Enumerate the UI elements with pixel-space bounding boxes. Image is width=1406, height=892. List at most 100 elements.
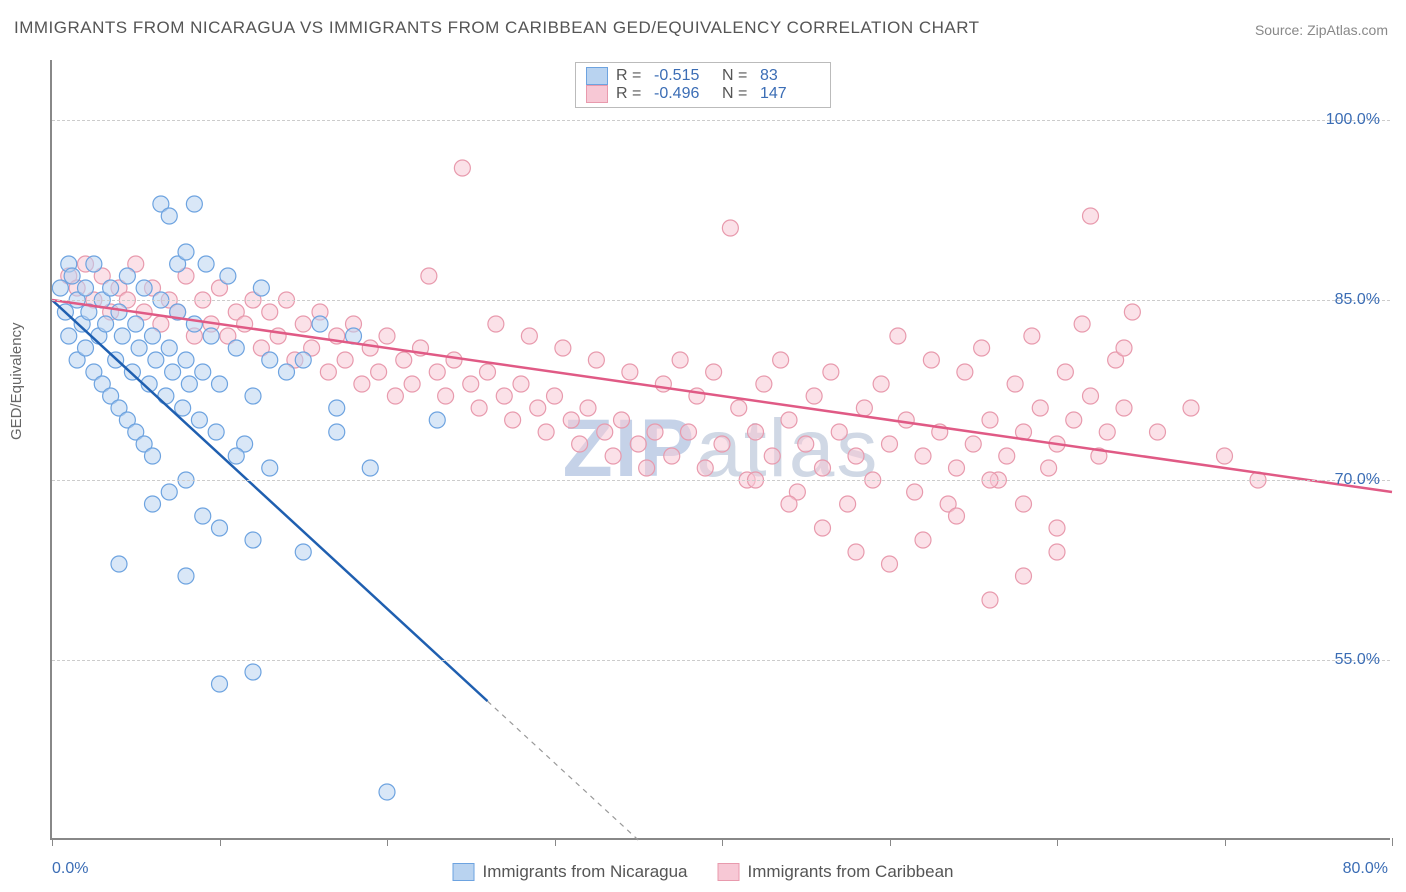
data-point (379, 328, 395, 344)
data-point (999, 448, 1015, 464)
correlation-legend: R = -0.515 N = 83 R = -0.496 N = 147 (575, 62, 831, 108)
data-point (856, 400, 872, 416)
data-point (957, 364, 973, 380)
data-point (354, 376, 370, 392)
data-point (496, 388, 512, 404)
data-point (1150, 424, 1166, 440)
data-point (647, 424, 663, 440)
data-point (320, 364, 336, 380)
data-point (639, 460, 655, 476)
chart-svg (52, 60, 1390, 838)
data-point (103, 280, 119, 296)
data-point (890, 328, 906, 344)
data-point (1057, 364, 1073, 380)
y-tick-label: 55.0% (1335, 651, 1380, 669)
data-point (831, 424, 847, 440)
data-point (245, 664, 261, 680)
legend-n-val: 147 (760, 85, 820, 103)
data-point (681, 424, 697, 440)
data-point (371, 364, 387, 380)
data-point (513, 376, 529, 392)
data-point (212, 376, 228, 392)
legend-row: R = -0.496 N = 147 (586, 85, 820, 103)
data-point (1049, 520, 1065, 536)
x-tick (220, 838, 221, 846)
data-point (64, 268, 80, 284)
data-point (178, 568, 194, 584)
data-point (580, 400, 596, 416)
data-point (119, 268, 135, 284)
plot-area: ZIPatlas 55.0%70.0%85.0%100.0% (50, 60, 1390, 840)
data-point (873, 376, 889, 392)
data-point (1049, 544, 1065, 560)
data-point (915, 448, 931, 464)
y-axis-label: GED/Equivalency (8, 322, 25, 440)
data-point (697, 460, 713, 476)
data-point (572, 436, 588, 452)
gridline (52, 480, 1390, 481)
data-point (262, 304, 278, 320)
data-point (965, 436, 981, 452)
data-point (78, 280, 94, 296)
legend-swatch (453, 863, 475, 881)
legend-n-lbl: N = (722, 85, 752, 103)
data-point (563, 412, 579, 428)
data-point (195, 364, 211, 380)
data-point (463, 376, 479, 392)
series-legend: Immigrants from Nicaragua Immigrants from… (453, 862, 954, 882)
data-point (295, 544, 311, 560)
data-point (815, 520, 831, 536)
data-point (722, 220, 738, 236)
trend-line-extrapolated (488, 701, 639, 840)
data-point (295, 352, 311, 368)
data-point (471, 400, 487, 416)
data-point (982, 412, 998, 428)
data-point (220, 268, 236, 284)
data-point (195, 508, 211, 524)
data-point (212, 520, 228, 536)
data-point (1116, 340, 1132, 356)
data-point (840, 496, 856, 512)
x-axis-min-label: 0.0% (52, 860, 88, 878)
data-point (1116, 400, 1132, 416)
chart-title: IMMIGRANTS FROM NICARAGUA VS IMMIGRANTS … (14, 18, 980, 38)
y-tick-label: 85.0% (1335, 291, 1380, 309)
data-point (136, 280, 152, 296)
data-point (848, 544, 864, 560)
x-tick (1392, 838, 1393, 846)
data-point (186, 196, 202, 212)
data-point (1041, 460, 1057, 476)
data-point (446, 352, 462, 368)
data-point (1099, 424, 1115, 440)
data-point (622, 364, 638, 380)
data-point (245, 388, 261, 404)
data-point (1016, 568, 1032, 584)
data-point (731, 400, 747, 416)
data-point (111, 304, 127, 320)
data-point (312, 316, 328, 332)
data-point (429, 364, 445, 380)
data-point (605, 448, 621, 464)
x-tick (722, 838, 723, 846)
data-point (1032, 400, 1048, 416)
gridline (52, 300, 1390, 301)
data-point (61, 328, 77, 344)
data-point (848, 448, 864, 464)
data-point (773, 352, 789, 368)
data-point (396, 352, 412, 368)
data-point (212, 676, 228, 692)
data-point (161, 484, 177, 500)
data-point (404, 376, 420, 392)
data-point (882, 556, 898, 572)
data-point (488, 316, 504, 332)
data-point (203, 328, 219, 344)
data-point (923, 352, 939, 368)
data-point (295, 316, 311, 332)
x-tick (555, 838, 556, 846)
data-point (898, 412, 914, 428)
legend-label: Immigrants from Nicaragua (483, 862, 688, 882)
data-point (915, 532, 931, 548)
data-point (148, 352, 164, 368)
legend-label: Immigrants from Caribbean (748, 862, 954, 882)
data-point (480, 364, 496, 380)
